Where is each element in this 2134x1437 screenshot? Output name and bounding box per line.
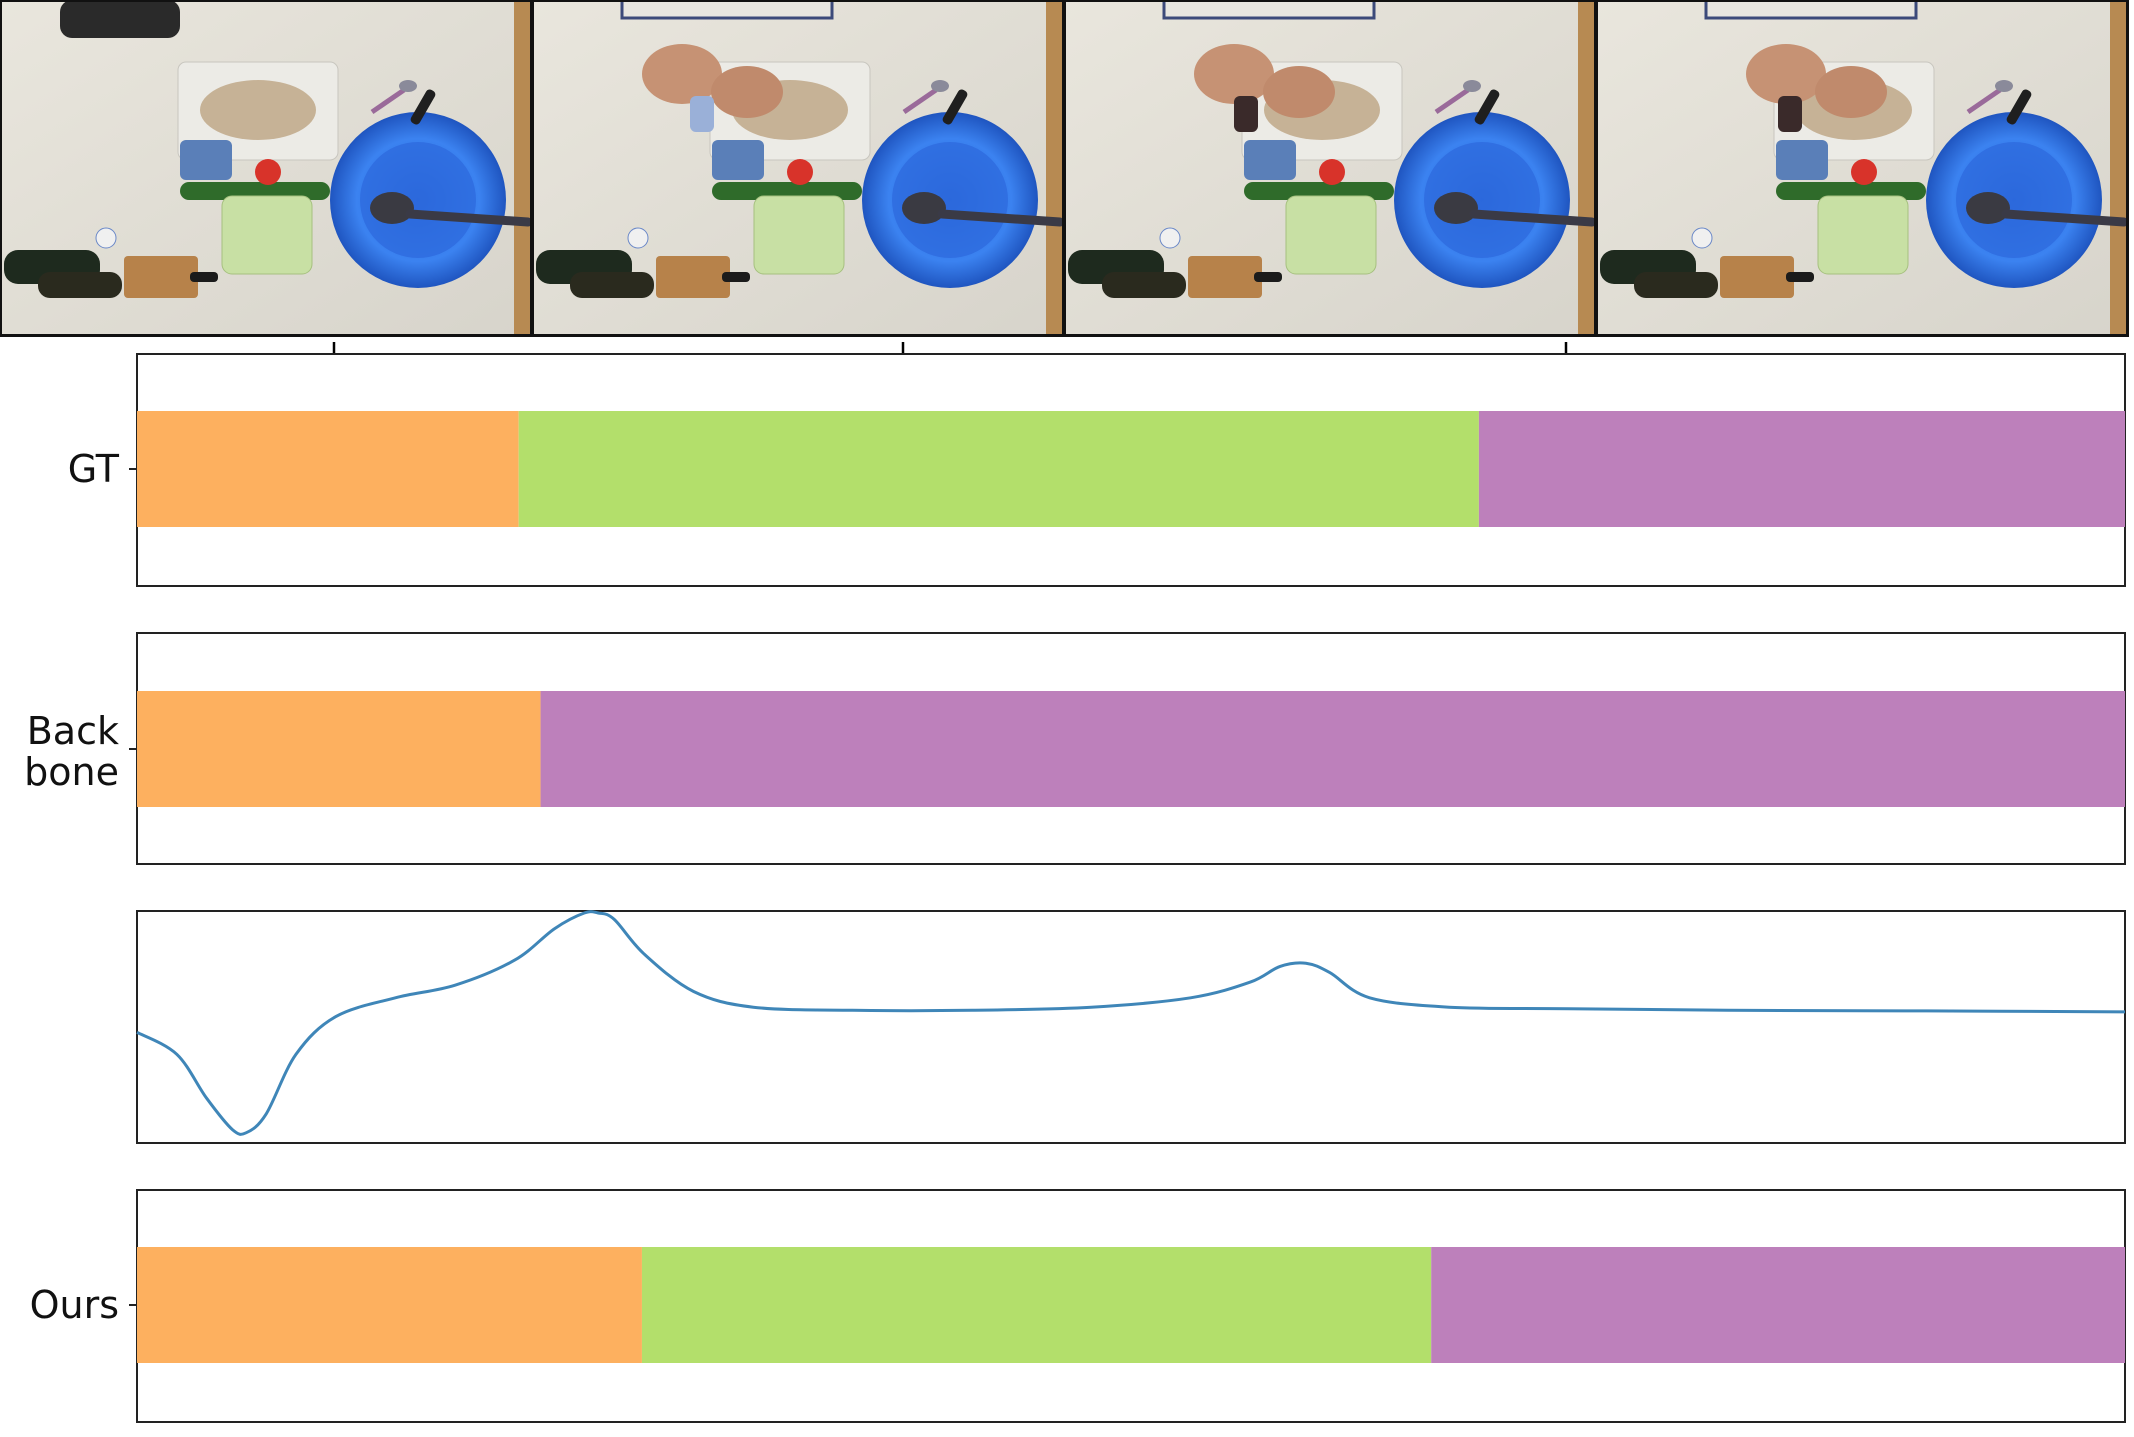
frame-border (1595, 0, 2129, 337)
segment-purple (1478, 411, 2125, 527)
bottle (38, 272, 122, 298)
counter-edge (514, 0, 532, 336)
person-shadow (60, 0, 180, 38)
bottle (1102, 272, 1186, 298)
video-frame-strip (0, 0, 2129, 337)
held-bottle (1234, 96, 1258, 132)
segment-green (641, 1247, 1432, 1363)
boundary-score-curve (136, 910, 2126, 1136)
counter-edge (1046, 0, 1064, 336)
tomato (1319, 159, 1345, 185)
spice-shaker (95, 227, 117, 249)
segment-orange (137, 691, 541, 807)
knife-handle (1254, 272, 1282, 282)
salad-bag (1817, 195, 1909, 275)
salad-bag (753, 195, 845, 275)
bowl-inner (892, 142, 1008, 258)
spice-shaker (627, 227, 649, 249)
knife-block (1188, 256, 1262, 298)
frame-3 (1063, 0, 1597, 337)
ladle-head (1434, 192, 1478, 224)
food-container (1244, 140, 1296, 180)
ladle-head (902, 192, 946, 224)
row-label-backbone: Back (27, 709, 119, 753)
counter-edge (1578, 0, 1596, 336)
person-shirt (620, 0, 834, 20)
knife-handle (1786, 272, 1814, 282)
bottle (570, 272, 654, 298)
hand (642, 44, 722, 104)
knife-block (124, 256, 198, 298)
timeline-row-ours: Ours (30, 1189, 2126, 1423)
segment-green (518, 411, 1479, 527)
ladle-handle (405, 209, 533, 227)
spoon-head (399, 80, 417, 92)
row-label-backbone: bone (24, 750, 119, 794)
counter-edge (2110, 0, 2128, 336)
hand (711, 66, 783, 118)
bottle (1634, 272, 1718, 298)
spoon (370, 87, 406, 115)
segment-orange (137, 1247, 642, 1363)
board-stain (200, 80, 316, 140)
knife-block (1720, 256, 1794, 298)
spice-shaker (1691, 227, 1713, 249)
frame-4 (1595, 0, 2129, 337)
hand (1746, 44, 1826, 104)
bowl-inner (360, 142, 476, 258)
frame-2 (531, 0, 1065, 337)
segment-purple (540, 691, 2126, 807)
salad-bag (221, 195, 313, 275)
ladle-head (370, 192, 414, 224)
held-bottle (1778, 96, 1802, 132)
spoon-head (931, 80, 949, 92)
peeler (1474, 89, 1500, 125)
peeler (2006, 89, 2032, 125)
person-shirt (1704, 0, 1918, 20)
spoon-head (1995, 80, 2013, 92)
spoon (1434, 87, 1470, 115)
tomato (255, 159, 281, 185)
chart-frame (136, 910, 2126, 1144)
peeler (410, 89, 436, 125)
boundary-score-chart (136, 910, 2126, 1144)
row-label-ours: Ours (30, 1283, 119, 1327)
segment-purple (1431, 1247, 2125, 1363)
ladle-handle (1469, 209, 1597, 227)
food-container (712, 140, 764, 180)
held-bottle (690, 96, 714, 132)
hand (1263, 66, 1335, 118)
salad-bag (1285, 195, 1377, 275)
bowl-inner (1424, 142, 1540, 258)
tomato (787, 159, 813, 185)
knife-handle (190, 272, 218, 282)
knife-block (656, 256, 730, 298)
ladle-handle (937, 209, 1065, 227)
peeler (942, 89, 968, 125)
ladle-head (1966, 192, 2010, 224)
hand (1815, 66, 1887, 118)
spoon (1966, 87, 2002, 115)
spoon-head (1463, 80, 1481, 92)
bowl-inner (1956, 142, 2072, 258)
knife-handle (722, 272, 750, 282)
row-label-gt: GT (68, 447, 120, 491)
person-shirt (1162, 0, 1376, 20)
segment-orange (137, 411, 519, 527)
timeline-row-gt: GT (68, 353, 2126, 587)
spice-shaker (1159, 227, 1181, 249)
food-container (1776, 140, 1828, 180)
hand (1194, 44, 1274, 104)
tomato (1851, 159, 1877, 185)
food-container (180, 140, 232, 180)
frame-1 (0, 0, 533, 337)
ladle-handle (2001, 209, 2129, 227)
spoon (902, 87, 938, 115)
